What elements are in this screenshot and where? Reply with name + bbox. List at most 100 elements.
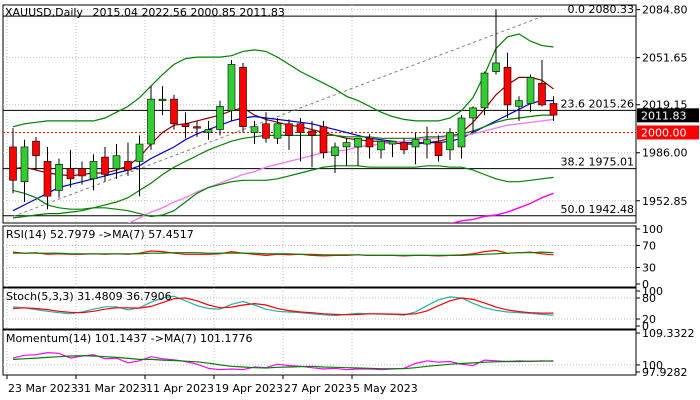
indicator-header: RSI(14) 52.7979 ->MA(7) 57.4517 (6, 228, 194, 241)
candle (147, 86, 155, 150)
candle (388, 140, 397, 158)
price-tick-label: 2084.80 (642, 4, 688, 17)
symbol-name: XAUUSD,Daily (5, 6, 83, 19)
price-tick-label: 1986.00 (642, 147, 688, 160)
candle (204, 120, 213, 140)
candle (181, 112, 190, 139)
x-tick-label: 19 Apr 2023 (215, 382, 283, 395)
candle-body (101, 156, 109, 175)
indicator-tick-label: 0 (642, 278, 649, 291)
level-marker-badge (637, 125, 699, 140)
candle (549, 96, 558, 121)
candle-body (285, 123, 293, 136)
candle-body (503, 66, 512, 106)
candle-body (400, 142, 408, 151)
price-tick-label: 1952.85 (642, 195, 688, 208)
indicator-header: Momentum(14) 101.1437 ->MA(7) 101.1776 (6, 332, 253, 345)
candle-body (147, 98, 155, 145)
candle (55, 158, 63, 198)
candle-body (273, 123, 282, 139)
candle-body (434, 142, 443, 156)
candle (158, 86, 167, 116)
candle-body (469, 107, 477, 119)
overlay-ma_violet (127, 118, 554, 223)
candle-body (365, 137, 374, 148)
candle (503, 52, 512, 118)
stoch_main (12, 295, 554, 317)
candle (250, 120, 259, 145)
candle-body (9, 146, 17, 181)
candle-body (135, 143, 144, 162)
candle-body (423, 139, 431, 145)
candle-body (89, 161, 98, 180)
candle (9, 128, 17, 194)
x-tick-label: 23 Mar 2023 (8, 382, 78, 395)
candle (78, 161, 86, 185)
indicator-momentum: Momentum(14) 101.1437 ->MA(7) 101.1776 (3, 332, 636, 371)
x-tick-label: 5 May 2023 (353, 382, 418, 395)
indicator-tick-label: 100 (642, 285, 663, 298)
candle (308, 120, 316, 168)
candle (377, 140, 385, 159)
level-marker-label: 2000.00 (641, 126, 687, 139)
overlay-ma_magenta (449, 192, 554, 223)
fib-level-label: 23.6 2015.26 (561, 97, 634, 110)
candle (216, 100, 224, 136)
candle (342, 138, 351, 166)
current-price-badge (637, 108, 699, 123)
candle-body (262, 123, 270, 139)
candle (331, 142, 339, 174)
candle (296, 117, 305, 162)
indicator-tick-label: 100 (642, 223, 663, 236)
candle-body (20, 146, 29, 183)
candle (469, 106, 477, 133)
indicator-tick-label: 80 (642, 292, 656, 305)
candle (101, 146, 109, 182)
indicator-stoch: Stoch(5,3,3) 31.4809 36.7906 (3, 290, 636, 320)
candle (515, 96, 523, 121)
candle (124, 142, 132, 176)
overlay-bb_lower (12, 165, 554, 218)
candle (526, 74, 535, 113)
candle (262, 112, 270, 143)
indicator-tick-label: 0 (642, 320, 649, 333)
candle-body (170, 98, 178, 125)
candle (434, 135, 443, 162)
candle-body (308, 130, 316, 136)
fib-level-label: 38.2 1975.01 (561, 156, 634, 169)
candle-body (112, 155, 121, 169)
candle-body (250, 126, 259, 133)
candle-body (388, 140, 397, 145)
candle-body (342, 142, 351, 148)
candle-body (411, 139, 420, 148)
candle (170, 94, 178, 130)
candle-body (181, 123, 190, 127)
fib-level-label: 0.0 2080.33 (568, 3, 634, 16)
candle-body (354, 137, 362, 148)
candle-body (78, 168, 86, 177)
rsi_ma_line (13, 251, 554, 256)
candle (365, 133, 374, 159)
panel-frame-2 (2, 287, 637, 330)
candle-body (457, 117, 466, 148)
stoch_signal (12, 297, 554, 316)
fib-level-label: 50.0 1942.48 (561, 203, 634, 216)
candle (239, 62, 247, 133)
candle (66, 149, 75, 188)
x-tick-label: 11 Apr 2023 (146, 382, 214, 395)
candle-body (515, 100, 523, 107)
indicator-tick-label: 20 (642, 313, 656, 326)
indicator-tick-label: 100 (642, 359, 663, 372)
x-tick-label: 27 Apr 2023 (284, 382, 352, 395)
candle (492, 9, 500, 75)
candle-body (66, 168, 75, 180)
price-chart: 0.0 2080.33 23.6 2015.26 38.2 1975.01 50.0 … (3, 3, 636, 223)
candle (538, 60, 546, 107)
indicator-tick-label: 70 (642, 240, 656, 253)
price-tick-label: 2051.65 (642, 52, 688, 65)
candle (43, 146, 52, 210)
candle (285, 119, 293, 150)
candle (319, 120, 328, 159)
overlay-bb_upper (12, 33, 554, 128)
candle-body (193, 126, 201, 129)
